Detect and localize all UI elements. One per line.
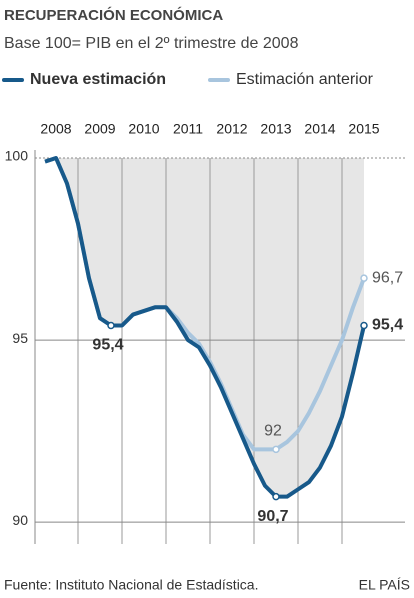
- point-marker: [360, 274, 368, 282]
- data-label: 96,7: [372, 269, 403, 286]
- point-marker: [272, 492, 280, 501]
- y-tick-label: 100: [5, 148, 29, 164]
- x-tick-label: 2009: [84, 121, 115, 137]
- y-tick-label: 95: [12, 330, 28, 346]
- y-tick-label: 90: [12, 512, 28, 528]
- x-tick-label: 2011: [173, 121, 203, 137]
- data-label: 95,4: [92, 337, 123, 354]
- source: Fuente: Instituto Nacional de Estadístic…: [4, 577, 258, 593]
- x-tick-label: 2015: [348, 121, 379, 137]
- x-tick-label: 2012: [216, 121, 247, 137]
- data-label: 90,7: [257, 508, 288, 525]
- series-line: [44, 156, 366, 499]
- data-label: 95,4: [372, 317, 403, 334]
- legend-label: Nueva estimación: [30, 71, 166, 88]
- point-marker: [107, 321, 115, 330]
- legend-label: Estimación anterior: [236, 71, 374, 88]
- chart-title: RECUPERACIÓN ECONÓMICA: [4, 6, 223, 24]
- point-marker: [360, 321, 368, 330]
- x-tick-label: 2008: [40, 121, 71, 137]
- publisher: EL PAÍS: [359, 577, 410, 593]
- x-tick-label: 2014: [304, 121, 335, 137]
- chart-subtitle: Base 100= PIB en el 2º trimestre de 2008: [4, 35, 299, 52]
- x-tick-label: 2013: [260, 121, 291, 137]
- shaded-area: [45, 158, 364, 497]
- x-tick-label: 2010: [128, 121, 159, 137]
- point-marker: [272, 445, 280, 454]
- data-label: 92: [264, 423, 282, 440]
